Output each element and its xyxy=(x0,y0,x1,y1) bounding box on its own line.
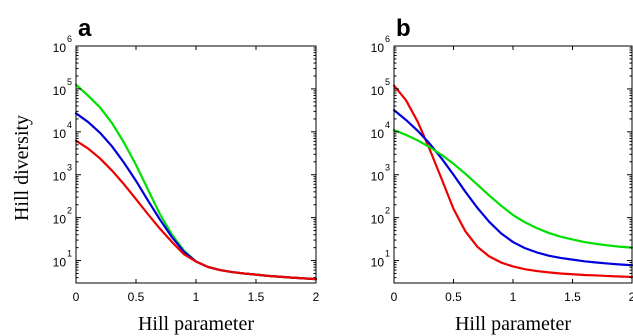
y-axis-title: Hill diversity xyxy=(11,115,33,221)
series-line-0 xyxy=(392,84,633,279)
y-tick-exponent: 1 xyxy=(67,249,72,259)
panel-letter: b xyxy=(396,15,411,42)
x-tick-label: 2 xyxy=(313,290,320,304)
y-tick-exponent: 2 xyxy=(385,206,390,216)
y-tick-exponent: 6 xyxy=(385,34,390,44)
y-tick-label: 10 xyxy=(53,213,67,227)
y-tick-label: 10 xyxy=(371,170,385,184)
x-tick-label: 2 xyxy=(629,290,633,304)
series-line-1 xyxy=(74,112,318,281)
y-tick-exponent: 5 xyxy=(67,77,72,87)
y-tick-label: 10 xyxy=(53,41,67,55)
y-tick-label: 10 xyxy=(371,213,385,227)
y-tick-exponent: 3 xyxy=(385,163,390,173)
x-tick-label: 0 xyxy=(73,290,80,304)
series-line-2 xyxy=(392,128,633,249)
y-tick-label: 10 xyxy=(371,41,385,55)
y-tick-exponent: 4 xyxy=(385,120,390,130)
y-tick-label: 10 xyxy=(53,170,67,184)
y-tick-label: 10 xyxy=(53,256,67,270)
series-line-1 xyxy=(392,109,633,267)
y-tick-exponent: 1 xyxy=(385,249,390,259)
y-tick-exponent: 5 xyxy=(385,77,390,87)
series-line-2 xyxy=(74,139,318,281)
x-tick-label: 0.5 xyxy=(445,290,462,304)
x-tick-label: 1 xyxy=(193,290,200,304)
x-tick-label: 0.5 xyxy=(128,290,145,304)
x-tick-label: 1 xyxy=(510,290,517,304)
panel-letter: a xyxy=(78,15,92,42)
plot-frame xyxy=(393,45,633,284)
x-tick-label: 0 xyxy=(391,290,398,304)
y-tick-label: 10 xyxy=(53,127,67,141)
x-axis-title: Hill parameter xyxy=(455,313,571,335)
y-tick-label: 10 xyxy=(371,256,385,270)
y-tick-label: 10 xyxy=(371,84,385,98)
plot-frame xyxy=(75,45,317,284)
y-tick-exponent: 3 xyxy=(67,163,72,173)
y-tick-label: 10 xyxy=(53,84,67,98)
y-tick-exponent: 6 xyxy=(67,34,72,44)
x-tick-label: 1.5 xyxy=(564,290,581,304)
x-axis-title: Hill parameter xyxy=(138,313,254,335)
y-tick-exponent: 2 xyxy=(67,206,72,216)
y-tick-label: 10 xyxy=(371,127,385,141)
x-tick-label: 1.5 xyxy=(248,290,265,304)
series-line-0 xyxy=(74,83,318,281)
y-tick-exponent: 4 xyxy=(67,120,72,130)
